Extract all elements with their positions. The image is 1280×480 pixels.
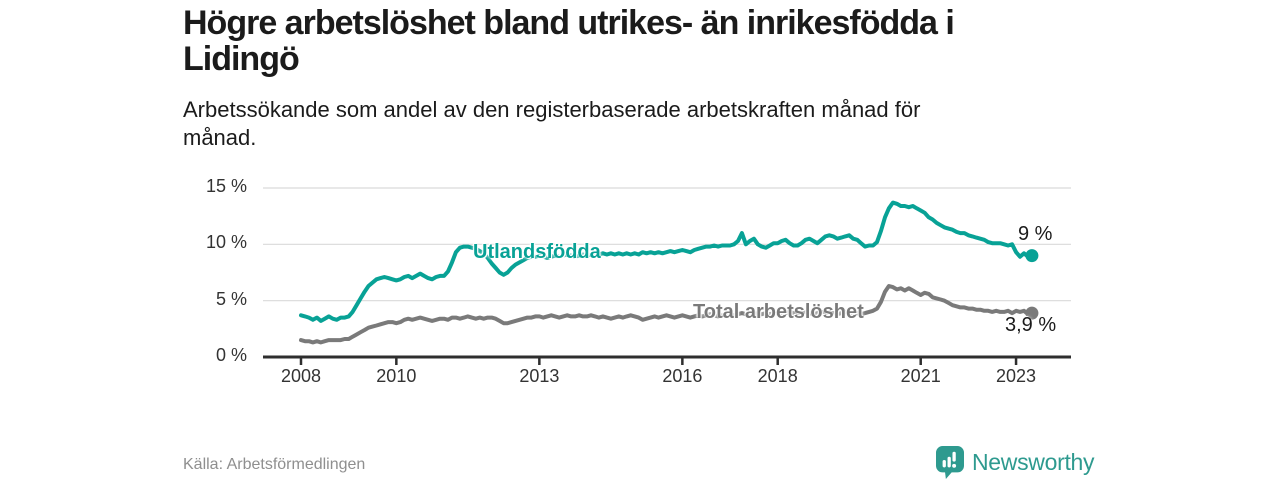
- title-line-1: Högre arbetslöshet bland utrikes- än inr…: [183, 4, 955, 42]
- y-tick-label: 5 %: [215, 288, 247, 309]
- x-tick-label: 2016: [662, 366, 703, 386]
- end-value-label-utlandsfodda: 9 %: [1018, 223, 1053, 245]
- title-line-2: Lidingö: [183, 40, 300, 78]
- subtitle-line-1: Arbetssökande som andel av den registerb…: [183, 97, 921, 122]
- series-label-total: Total arbetslöshet: [693, 301, 864, 323]
- chart-subtitle: Arbetssökande som andel av den registerb…: [183, 96, 1083, 152]
- y-tick-label: 0 %: [215, 345, 247, 365]
- brand-lockup: Newsworthy: [936, 445, 1095, 479]
- x-tick-label: 2010: [376, 366, 417, 386]
- newsworthy-chart-bubble-icon: [936, 445, 964, 479]
- x-tick-label: 2013: [519, 366, 560, 386]
- subtitle-line-2: månad.: [183, 125, 257, 150]
- series-label-utlandsfodda: Utlandsfödda: [473, 241, 601, 263]
- end-value-label-total: 3,9 %: [1005, 314, 1057, 336]
- x-tick-label: 2008: [280, 366, 322, 386]
- x-tick-label: 2021: [900, 366, 941, 386]
- x-tick-label: 2023: [996, 366, 1037, 386]
- x-tick-label: 2018: [757, 366, 798, 386]
- page-title: Högre arbetslöshet bland utrikes- än inr…: [183, 5, 1103, 77]
- y-tick-label: 15 %: [205, 176, 247, 196]
- source-note: Källa: Arbetsförmedlingen: [183, 456, 366, 473]
- brand-name: Newsworthy: [972, 448, 1095, 475]
- y-tick-label: 10 %: [205, 232, 247, 253]
